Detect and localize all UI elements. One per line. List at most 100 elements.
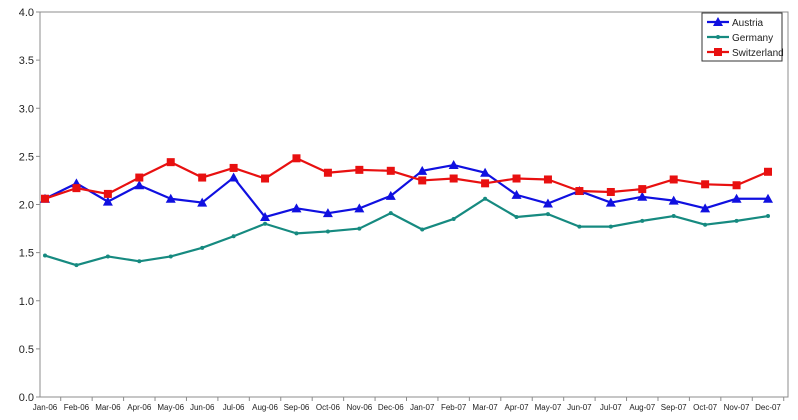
x-tick-label: May-07 — [535, 403, 562, 412]
data-point-germany — [74, 263, 79, 268]
data-point-germany — [451, 216, 456, 221]
x-tick-label: Oct-06 — [316, 403, 341, 412]
data-point-austria — [354, 203, 365, 213]
data-point-germany — [388, 211, 393, 216]
x-tick-label: Jun-07 — [567, 403, 592, 412]
data-point-germany — [577, 224, 582, 229]
data-point-switzerland — [103, 189, 112, 198]
data-point-switzerland — [355, 165, 364, 174]
data-point-switzerland — [261, 174, 270, 183]
y-tick-label: 4.0 — [19, 7, 34, 19]
data-point-switzerland — [701, 180, 710, 189]
data-point-germany — [483, 196, 488, 201]
data-point-switzerland — [512, 174, 521, 183]
data-point-germany — [43, 253, 47, 258]
data-point-germany — [294, 231, 299, 236]
x-tick-label: Dec-06 — [378, 403, 404, 412]
data-point-germany — [734, 218, 739, 223]
data-point-austria — [605, 197, 616, 207]
legend-label-germany: Germany — [732, 33, 773, 44]
x-tick-label: Nov-07 — [724, 403, 750, 412]
legend: Austria Germany Switzerland — [701, 12, 784, 62]
x-tick-label: Jan-07 — [410, 403, 435, 412]
y-tick-label: 1.5 — [19, 248, 34, 260]
data-point-germany — [325, 229, 330, 234]
x-tick-label: Jul-07 — [600, 403, 622, 412]
data-point-switzerland — [449, 174, 458, 183]
x-tick-label: Jun-06 — [190, 403, 215, 412]
data-point-austria — [322, 208, 333, 218]
data-point-switzerland — [323, 168, 332, 177]
data-point-germany — [766, 214, 770, 219]
data-point-austria — [385, 190, 396, 200]
data-point-austria — [511, 189, 522, 199]
series-germany — [43, 196, 770, 268]
legend-marker-switzerland — [714, 48, 722, 56]
x-tick-label: Apr-06 — [127, 403, 152, 412]
legend-label-austria: Austria — [732, 18, 764, 29]
x-tick-label: Aug-06 — [252, 403, 278, 412]
series-line-germany — [44, 197, 769, 267]
data-point-germany — [263, 221, 268, 226]
data-point-germany — [200, 245, 205, 250]
data-point-switzerland — [732, 181, 741, 190]
data-point-germany — [703, 222, 708, 227]
series-line-austria — [44, 163, 768, 219]
x-axis: Jan-06 Feb-06 Mar-06 Apr-06 May-06 Jun-06 Jul-… — [28, 397, 785, 412]
data-point-germany — [231, 234, 236, 239]
x-tick-label: Sep-07 — [661, 403, 687, 412]
data-point-austria — [417, 165, 428, 175]
x-tick-label: Feb-07 — [441, 403, 467, 412]
data-point-germany — [105, 254, 110, 259]
data-point-germany — [640, 218, 645, 223]
data-point-switzerland — [166, 158, 175, 167]
x-tick-label: Mar-06 — [95, 403, 121, 412]
x-tick-label: Dec-07 — [755, 403, 781, 412]
x-tick-label: Apr-07 — [505, 403, 530, 412]
data-point-austria — [448, 160, 459, 170]
data-point-austria — [480, 167, 491, 177]
x-tick-label: Sep-06 — [284, 403, 310, 412]
data-point-austria — [102, 196, 113, 206]
x-tick-label: Nov-06 — [346, 403, 372, 412]
data-point-germany — [608, 224, 613, 229]
data-point-austria — [134, 180, 145, 190]
data-point-austria — [637, 191, 648, 201]
y-tick-label: 3.0 — [19, 103, 34, 115]
data-point-switzerland — [638, 185, 647, 194]
x-tick-label: Jul-06 — [223, 403, 245, 412]
data-point-austria — [260, 212, 271, 222]
x-tick-label: Aug-07 — [629, 403, 655, 412]
y-tick-label: 1.0 — [19, 296, 34, 308]
data-point-switzerland — [72, 184, 81, 193]
data-point-germany — [420, 227, 425, 232]
data-point-austria — [668, 195, 679, 205]
legend-marker-germany — [716, 35, 720, 39]
data-point-austria — [700, 203, 711, 213]
legend-marker-austria — [713, 17, 723, 26]
series-line-switzerland — [44, 157, 769, 200]
data-point-austria — [228, 172, 239, 182]
data-point-germany — [514, 215, 519, 220]
data-point-germany — [545, 212, 550, 217]
legend-label-switzerland: Switzerland — [732, 48, 784, 59]
data-point-switzerland — [135, 173, 144, 182]
data-point-switzerland — [543, 175, 552, 184]
data-point-switzerland — [292, 154, 301, 163]
x-tick-label: Mar-07 — [472, 403, 498, 412]
y-axis: 0.0 0.5 1.0 1.5 2.0 2.5 3.0 3.5 4.0 — [19, 7, 789, 404]
data-point-austria — [763, 193, 773, 203]
y-tick-label: 0.5 — [19, 344, 34, 356]
x-tick-label: Jan-06 — [33, 403, 58, 412]
series-austria — [40, 160, 773, 222]
data-point-switzerland — [41, 194, 49, 203]
data-point-switzerland — [481, 179, 490, 188]
data-point-austria — [542, 198, 553, 208]
x-tick-label: Oct-07 — [693, 403, 718, 412]
data-point-austria — [197, 197, 208, 207]
data-point-germany — [137, 259, 142, 264]
data-point-switzerland — [575, 187, 584, 196]
data-point-germany — [357, 226, 362, 231]
